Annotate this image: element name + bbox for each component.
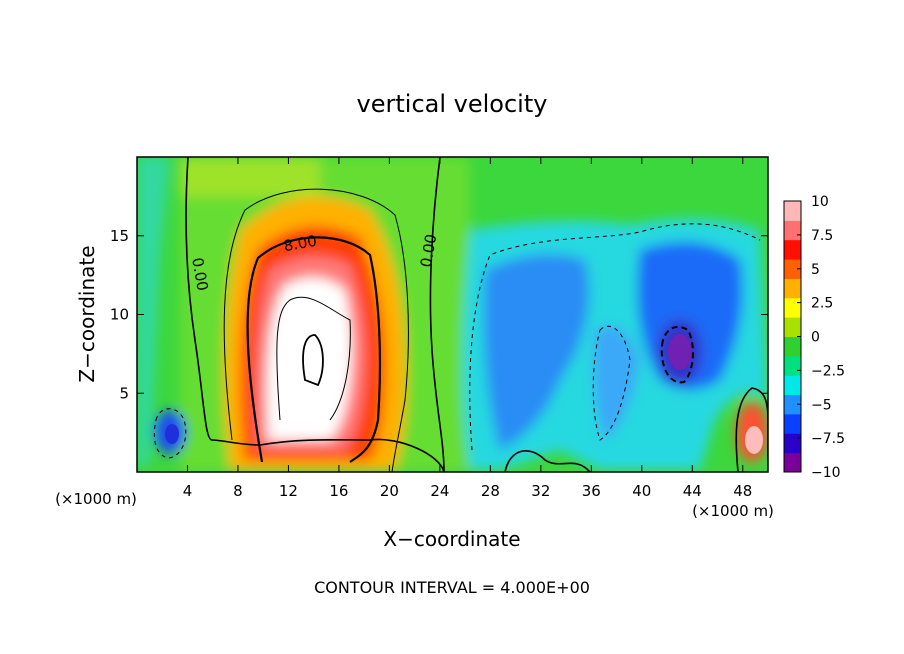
field-layer bbox=[137, 157, 768, 472]
chart-title: vertical velocity bbox=[357, 90, 548, 118]
colorbar-tick-label: −2.5 bbox=[811, 363, 845, 379]
colorbar-swatch bbox=[784, 278, 801, 299]
colorbar-tick-label: 7.5 bbox=[811, 228, 833, 244]
x-axis-label: X−coordinate bbox=[383, 527, 520, 551]
colorbar-swatches bbox=[784, 201, 801, 473]
colorbar-tick-label: −5 bbox=[811, 397, 832, 413]
colorbar-swatch bbox=[784, 375, 801, 396]
contour-label-layer: 8.00 0.00 0.00 bbox=[188, 232, 440, 293]
x-tick-label: 8 bbox=[233, 482, 243, 500]
colorbar-swatch bbox=[784, 433, 801, 454]
contour-lines bbox=[153, 157, 768, 472]
x-tick-label: 32 bbox=[531, 482, 550, 500]
colorbar-swatch bbox=[784, 394, 801, 415]
colorbar-swatch bbox=[784, 317, 801, 337]
y-tick-label: 10 bbox=[110, 306, 129, 324]
colorbar-swatch bbox=[784, 259, 801, 279]
colorbar-ticks: 10 7.5 5 2.5 0 −2.5 −5 −7.5 −10 bbox=[797, 194, 845, 481]
contour-label: 0.00 bbox=[417, 233, 441, 269]
contour-label: 0.00 bbox=[188, 256, 212, 292]
plot-area bbox=[137, 157, 768, 472]
y-axis: 5 10 15 bbox=[110, 227, 768, 402]
colorbar-swatch bbox=[784, 201, 801, 221]
x-unit-left: (×1000 m) bbox=[55, 490, 137, 508]
colorbar-swatch bbox=[784, 297, 801, 318]
colorbar-tick-label: 5 bbox=[811, 262, 820, 278]
colorbar-swatch bbox=[784, 413, 801, 434]
contour-interval-note: CONTOUR INTERVAL = 4.000E+00 bbox=[314, 578, 590, 597]
x-tick-label: 40 bbox=[632, 482, 651, 500]
x-tick-label: 16 bbox=[329, 482, 348, 500]
colorbar-swatch bbox=[784, 239, 801, 260]
x-tick-label: 4 bbox=[183, 482, 193, 500]
colorbar-tick-label: 10 bbox=[811, 194, 829, 210]
colorbar-swatch bbox=[784, 336, 801, 357]
x-tick-label: 48 bbox=[733, 482, 752, 500]
x-tick-label: 20 bbox=[380, 482, 399, 500]
contour-label: 8.00 bbox=[282, 232, 318, 256]
y-tick-label: 5 bbox=[119, 384, 129, 402]
x-tick-label: 24 bbox=[430, 482, 449, 500]
colorbar-swatch bbox=[784, 355, 801, 376]
updraft-core-right bbox=[745, 426, 763, 454]
x-tick-label: 44 bbox=[683, 482, 702, 500]
x-tick-label: 12 bbox=[279, 482, 298, 500]
y-tick-label: 15 bbox=[110, 227, 129, 245]
x-axis: 4 8 12 16 20 24 28 32 36 40 44 48 bbox=[183, 157, 752, 500]
colorbar-swatch bbox=[784, 220, 801, 241]
x-tick-label: 36 bbox=[582, 482, 601, 500]
colorbar-tick-label: −10 bbox=[811, 465, 841, 481]
colorbar-tick-label: 0 bbox=[811, 330, 820, 346]
colorbar: 10 7.5 5 2.5 0 −2.5 −5 −7.5 −10 bbox=[783, 194, 845, 481]
downdraft-core-left bbox=[165, 424, 179, 444]
y-axis-label: Z−coordinate bbox=[75, 245, 99, 382]
colorbar-swatch bbox=[784, 452, 801, 473]
downdraft-core bbox=[668, 334, 692, 370]
colorbar-tick-label: −7.5 bbox=[811, 431, 845, 447]
x-tick-label: 28 bbox=[481, 482, 500, 500]
x-unit-right: (×1000 m) bbox=[692, 502, 774, 520]
colorbar-tick-label: 2.5 bbox=[811, 296, 833, 312]
